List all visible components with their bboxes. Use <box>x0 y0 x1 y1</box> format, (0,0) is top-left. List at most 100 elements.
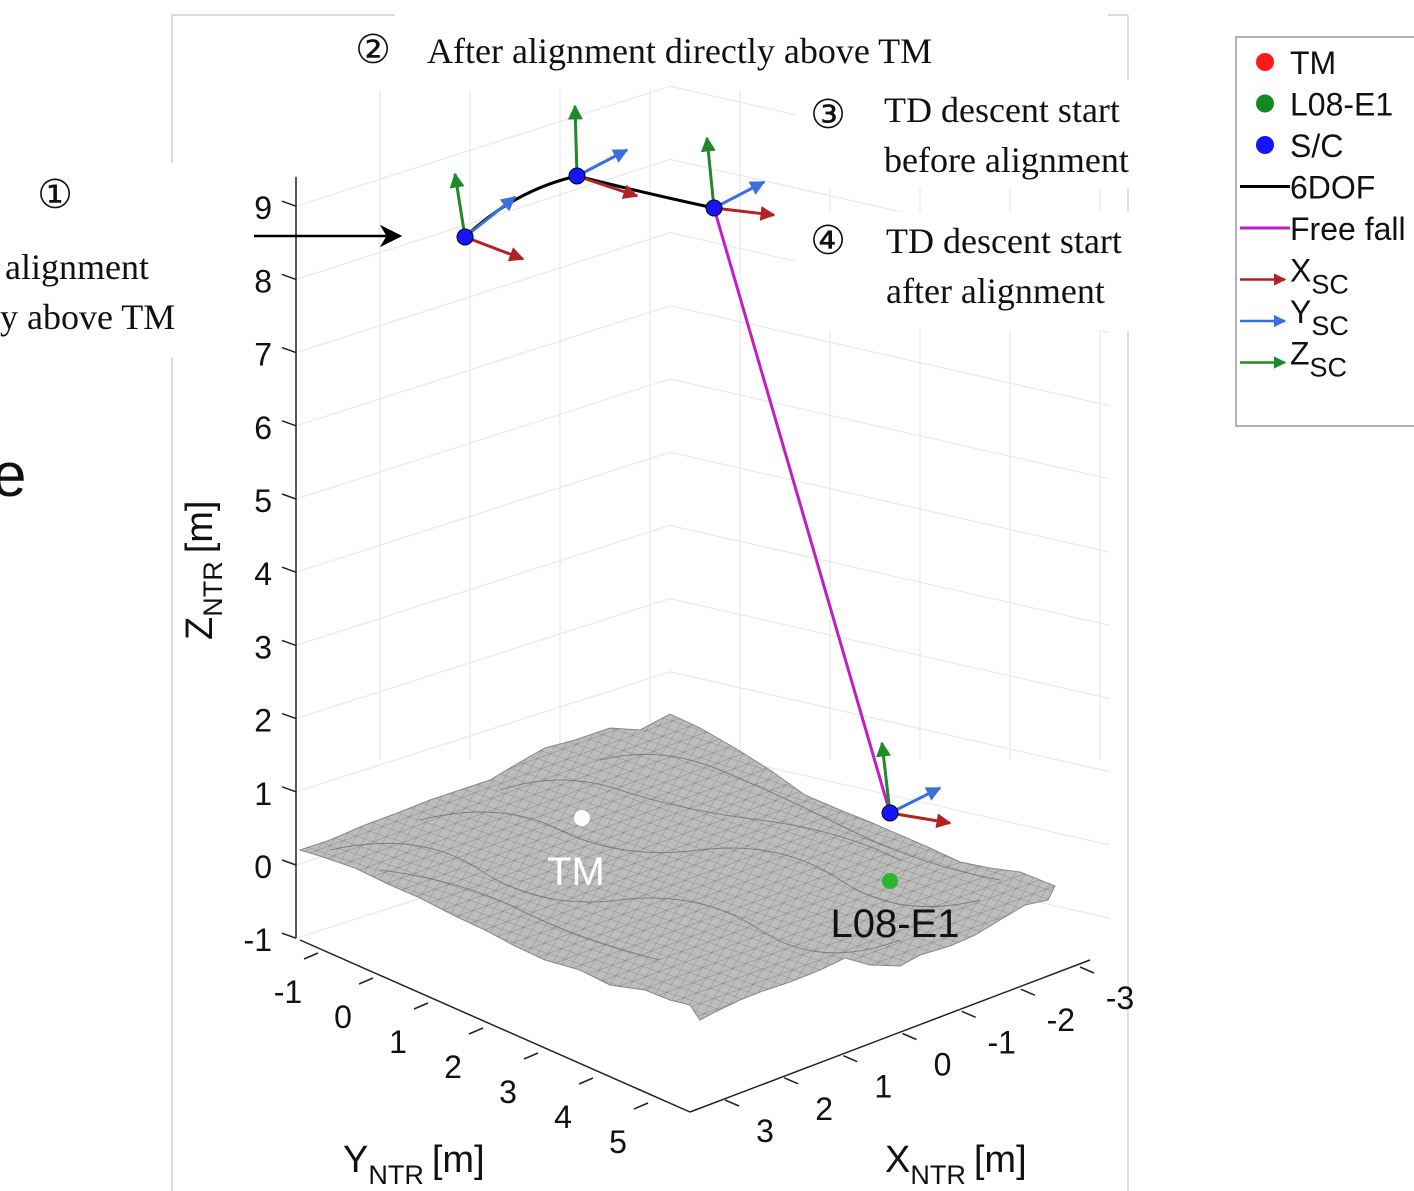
annotation-1: ① alignment y above TM <box>0 163 403 358</box>
terrain-points: TM L08-E1 <box>547 810 959 946</box>
z-axis-label: ZNTR[m] <box>179 501 228 641</box>
x-axis-label: XNTR [m] <box>885 1139 1027 1190</box>
y-tick <box>413 1002 429 1010</box>
x-tick-label: -2 <box>1047 1002 1075 1038</box>
annotation-4-marker: ④ <box>810 218 846 263</box>
z-sc-arrow <box>876 741 892 814</box>
x-tick-label: 2 <box>815 1091 833 1127</box>
sc-point <box>705 199 723 217</box>
annotation-4-box <box>795 212 1185 330</box>
y-sc-arrow <box>889 786 942 815</box>
legend-item: YSC <box>1240 294 1349 341</box>
x-tick <box>724 1099 740 1107</box>
x-sc-arrow <box>889 811 952 829</box>
legend-item: S/C <box>1256 128 1343 164</box>
grid-line <box>669 305 1111 407</box>
spacecraft-frames <box>449 104 952 829</box>
x-axis-line <box>689 959 1091 1113</box>
legend-dot <box>1256 53 1274 71</box>
y-tick <box>303 952 319 960</box>
x-tick-label: 1 <box>874 1069 892 1105</box>
grid-lines <box>295 85 1111 939</box>
annotation-2-text: After alignment directly above TM <box>427 31 932 71</box>
z-tick-label: 8 <box>254 263 272 299</box>
z-tick <box>281 639 297 647</box>
annotation-1-line-1: alignment <box>5 247 149 287</box>
y-tick <box>578 1077 594 1085</box>
annotation-1-box <box>0 163 196 358</box>
y-sc-arrow <box>576 148 629 178</box>
x-sc-arrow <box>464 235 525 262</box>
y-tick <box>358 977 374 985</box>
legend-label: Free fall <box>1290 211 1406 247</box>
base-axes: -1 0 1 2 3 4 5 3 2 1 0 -1 -2 -3 <box>274 939 1134 1160</box>
z-tick <box>281 786 297 793</box>
legend-dot <box>1256 94 1274 113</box>
point-tm-label: TM <box>547 850 605 894</box>
legend-label: TM <box>1290 45 1336 81</box>
z-tick <box>281 493 297 500</box>
grid-line <box>295 451 671 573</box>
z-tick-label: -1 <box>244 922 272 958</box>
grid-line <box>295 671 671 793</box>
legend-item: L08-E1 <box>1256 87 1393 123</box>
x-sc-arrow <box>713 205 776 221</box>
legend-item: TM <box>1256 45 1336 81</box>
annotation-2: ② After alignment directly above TM <box>355 18 1107 72</box>
x-tick <box>902 1032 917 1041</box>
legend-item: ZSC <box>1240 336 1347 383</box>
z-tick-label: 2 <box>254 703 272 739</box>
grid-line <box>295 232 671 354</box>
z-tick <box>281 200 297 207</box>
z-tick <box>281 273 297 281</box>
z-tick <box>281 420 297 427</box>
point-l08-e1-label: L08-E1 <box>831 902 960 946</box>
y-tick <box>633 1102 649 1110</box>
z-tick-label: 3 <box>254 629 272 665</box>
z-sc-arrow <box>449 172 467 238</box>
x-tick <box>843 1054 858 1063</box>
axis-labels: ZNTR[m] YNTR [m] XNTR [m] <box>179 501 1027 1191</box>
annotation-3-box <box>795 80 1185 188</box>
legend-item: XSC <box>1240 253 1349 300</box>
annotation-4-line-1: TD descent start <box>886 221 1122 261</box>
annotation-3-marker: ③ <box>810 92 846 137</box>
z-tick-label: 7 <box>254 337 272 373</box>
y-tick-label: 3 <box>499 1074 517 1110</box>
point-tm <box>574 810 590 826</box>
y-tick-label: 4 <box>554 1099 572 1135</box>
z-tick <box>281 346 297 354</box>
grid-line <box>669 451 1111 553</box>
annotation-2-box <box>395 18 1107 70</box>
sc-point <box>568 167 586 185</box>
annotation-2-marker: ② <box>355 27 391 72</box>
stray-letter: e <box>0 441 26 510</box>
x-tick <box>1079 966 1095 974</box>
y-axis-line <box>299 939 691 1113</box>
annotation-1-marker: ① <box>37 172 73 217</box>
x-tick-label: -3 <box>1106 980 1134 1016</box>
z-sc-arrow <box>567 104 583 177</box>
x-tick <box>961 1010 976 1019</box>
grid-line <box>295 524 671 646</box>
x-tick-label: 0 <box>934 1047 952 1083</box>
sc-point <box>456 228 474 246</box>
z-tick-label: 0 <box>254 849 272 885</box>
z-tick <box>281 859 297 866</box>
legend-label: L08-E1 <box>1290 87 1393 123</box>
z-tick-label: 1 <box>254 776 272 812</box>
z-tick <box>281 566 297 573</box>
annotation-4-line-2: after alignment <box>886 271 1105 311</box>
legend-dot <box>1256 136 1274 154</box>
z-tick <box>281 712 297 720</box>
z-axis: 9 8 7 6 5 4 3 2 1 0 -1 <box>244 176 297 958</box>
grid-line <box>669 598 1111 700</box>
z-tick-label: 6 <box>254 410 272 446</box>
grid-line <box>669 378 1111 480</box>
annotation-4: ④ TD descent start after alignment <box>795 212 1185 330</box>
legend-label: 6DOF <box>1290 170 1375 206</box>
legend-label: YSC <box>1290 294 1349 341</box>
grid-line <box>295 378 671 500</box>
